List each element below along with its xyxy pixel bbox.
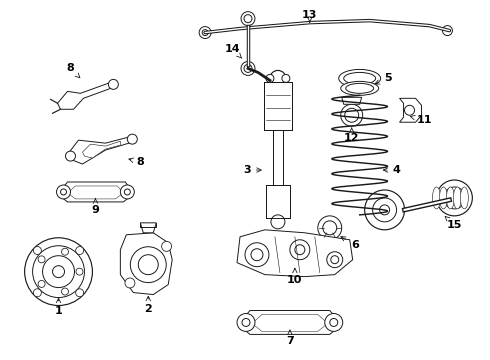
Circle shape: [62, 248, 69, 255]
Text: 15: 15: [445, 216, 462, 230]
Polygon shape: [69, 136, 132, 164]
Ellipse shape: [440, 187, 447, 209]
Circle shape: [251, 249, 263, 261]
Ellipse shape: [343, 72, 376, 84]
Circle shape: [323, 221, 337, 235]
Circle shape: [295, 245, 305, 255]
Circle shape: [62, 288, 69, 295]
Polygon shape: [121, 233, 172, 294]
Polygon shape: [273, 130, 283, 185]
Circle shape: [24, 238, 93, 306]
Polygon shape: [140, 223, 156, 233]
Text: 4: 4: [383, 165, 400, 175]
Circle shape: [125, 278, 135, 288]
Text: 5: 5: [375, 73, 392, 84]
Polygon shape: [266, 185, 290, 218]
Circle shape: [199, 27, 211, 39]
Circle shape: [282, 75, 290, 82]
Polygon shape: [342, 97, 362, 104]
Circle shape: [43, 256, 74, 288]
Circle shape: [130, 247, 166, 283]
Ellipse shape: [461, 187, 468, 209]
Circle shape: [52, 266, 65, 278]
Polygon shape: [399, 98, 421, 122]
Circle shape: [138, 255, 158, 275]
Text: 8: 8: [67, 63, 80, 78]
Polygon shape: [68, 186, 123, 199]
Circle shape: [242, 319, 250, 327]
Circle shape: [266, 75, 274, 82]
Circle shape: [437, 180, 472, 216]
Circle shape: [38, 280, 45, 287]
Text: 7: 7: [286, 330, 294, 346]
Text: 6: 6: [341, 237, 359, 250]
Text: 12: 12: [344, 127, 360, 143]
Circle shape: [66, 151, 75, 161]
Polygon shape: [238, 310, 342, 334]
Circle shape: [241, 62, 255, 75]
Ellipse shape: [341, 81, 379, 95]
Ellipse shape: [339, 69, 381, 87]
Circle shape: [443, 187, 465, 209]
Circle shape: [327, 252, 343, 268]
Circle shape: [241, 12, 255, 26]
Circle shape: [442, 26, 452, 36]
Text: 10: 10: [287, 268, 302, 285]
Circle shape: [244, 15, 252, 23]
Circle shape: [33, 289, 41, 297]
Circle shape: [372, 198, 396, 222]
Polygon shape: [252, 315, 328, 332]
Polygon shape: [237, 230, 353, 276]
Circle shape: [271, 215, 285, 229]
Circle shape: [244, 64, 252, 72]
Polygon shape: [264, 82, 292, 130]
Circle shape: [33, 247, 41, 255]
Circle shape: [56, 185, 71, 199]
Circle shape: [124, 189, 130, 195]
Polygon shape: [57, 182, 133, 202]
Circle shape: [405, 105, 415, 115]
Ellipse shape: [345, 108, 359, 122]
Circle shape: [121, 185, 134, 199]
Polygon shape: [57, 81, 113, 109]
Circle shape: [290, 240, 310, 260]
Circle shape: [202, 30, 208, 36]
Ellipse shape: [341, 104, 363, 126]
Text: 3: 3: [243, 165, 261, 175]
Circle shape: [76, 268, 83, 275]
Ellipse shape: [453, 187, 462, 209]
Circle shape: [108, 80, 119, 89]
Text: 13: 13: [302, 10, 318, 22]
Circle shape: [331, 256, 339, 264]
Circle shape: [318, 216, 342, 240]
Text: 8: 8: [129, 157, 144, 167]
Circle shape: [330, 319, 338, 327]
Circle shape: [75, 289, 84, 297]
Ellipse shape: [446, 187, 454, 209]
Circle shape: [237, 314, 255, 332]
Circle shape: [245, 243, 269, 267]
Circle shape: [33, 246, 84, 298]
Ellipse shape: [433, 187, 441, 209]
Text: 2: 2: [145, 296, 152, 315]
Polygon shape: [82, 141, 121, 158]
Circle shape: [75, 247, 84, 255]
Circle shape: [270, 71, 286, 86]
Ellipse shape: [346, 84, 374, 93]
Text: 14: 14: [224, 44, 242, 58]
Circle shape: [365, 190, 405, 230]
Circle shape: [380, 205, 390, 215]
Circle shape: [61, 189, 67, 195]
Circle shape: [38, 256, 45, 263]
Text: 11: 11: [411, 115, 432, 125]
Circle shape: [162, 241, 172, 251]
Circle shape: [325, 314, 343, 332]
Text: 1: 1: [55, 298, 62, 316]
Text: 9: 9: [92, 199, 99, 215]
Circle shape: [127, 134, 137, 144]
Circle shape: [449, 193, 460, 203]
